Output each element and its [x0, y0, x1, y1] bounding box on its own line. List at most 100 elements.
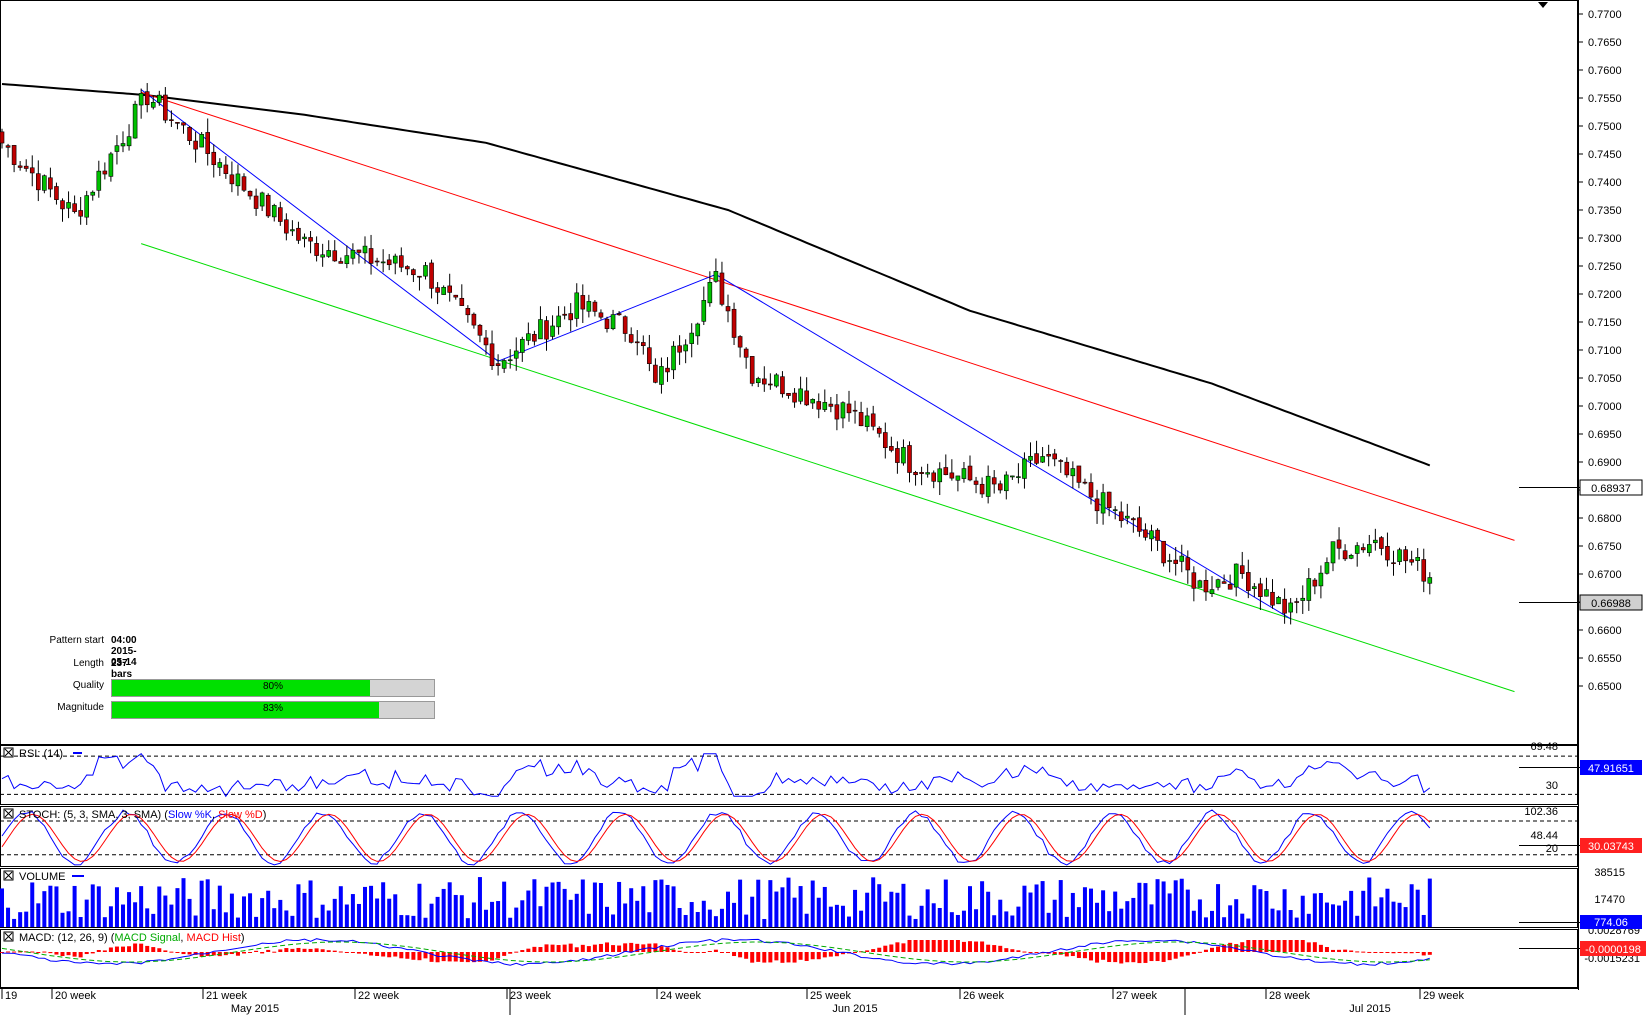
- candle-body: [1324, 562, 1330, 574]
- candle-body: [169, 119, 174, 121]
- price-tick-label: 0.7550: [1588, 93, 1622, 105]
- volume-bar: [1082, 887, 1087, 927]
- pattern-start-value: 04:00 2015-05-14: [111, 635, 137, 668]
- macd-hist-bar: [1349, 950, 1354, 952]
- macd-hist-bar: [90, 952, 95, 954]
- volume-bar: [986, 891, 991, 927]
- macd-hist-bar: [326, 950, 331, 952]
- macd-hist-bar: [937, 940, 942, 952]
- volume-bar: [121, 904, 125, 927]
- macd-hist-bar: [1101, 952, 1106, 960]
- volume-bar: [90, 884, 95, 927]
- volume-bar: [937, 907, 942, 927]
- candle-body: [1064, 461, 1070, 476]
- volume-bar: [272, 908, 277, 927]
- candle-body: [320, 254, 325, 258]
- candle-body: [1312, 579, 1318, 587]
- candle-body: [1003, 474, 1009, 492]
- candle-body: [54, 186, 59, 200]
- volume-bar: [913, 918, 918, 927]
- candle-body: [181, 122, 186, 126]
- volume-bar: [350, 894, 355, 927]
- candle-body: [1354, 545, 1360, 554]
- macd-hist-bar: [381, 952, 386, 957]
- candle-body: [640, 342, 646, 347]
- volume-bar: [381, 882, 386, 927]
- volume-bar: [1197, 899, 1202, 927]
- candle-body: [23, 165, 29, 169]
- candle-body: [997, 483, 1003, 491]
- macd-current-text: -0.0000198: [1585, 944, 1641, 956]
- macd-hist-bar: [635, 943, 640, 952]
- macd-hist-bar: [1306, 942, 1311, 952]
- macd-hist-bar: [72, 952, 77, 957]
- quality-value: 80%: [262, 681, 283, 692]
- scroll-marker-icon[interactable]: [1538, 2, 1548, 8]
- candle-body: [1088, 482, 1094, 498]
- macd-hist-bar: [974, 941, 979, 952]
- price-tick-label: 0.7300: [1588, 233, 1622, 245]
- macd-hist-bar: [780, 952, 785, 963]
- volume-bar: [1349, 890, 1354, 927]
- macd-hist-bar: [804, 952, 809, 961]
- zigzag-line: [140, 89, 1291, 620]
- candle-body: [453, 294, 459, 298]
- week-label: 27 week: [1116, 990, 1157, 1002]
- candle-body: [35, 173, 41, 191]
- macd-hist-bar: [1240, 942, 1245, 952]
- candle-body: [1227, 584, 1233, 590]
- volume-bar: [417, 883, 422, 927]
- volume-bar: [12, 918, 17, 927]
- volume-bar: [1240, 913, 1245, 927]
- macd-hist-bar: [1264, 940, 1269, 952]
- candle-body: [834, 404, 840, 420]
- candle-body: [967, 465, 973, 481]
- candle-body: [1203, 580, 1209, 593]
- pattern-length-label: Length: [73, 658, 104, 669]
- macd-hist-bar: [272, 951, 277, 953]
- volume-bar: [1337, 905, 1342, 927]
- candle-body: [229, 174, 235, 185]
- candle-body: [362, 245, 368, 254]
- magnitude-value: 83%: [262, 703, 283, 714]
- macd-hist-bar: [719, 952, 724, 953]
- candle-body: [350, 249, 356, 259]
- macd-hist-bar: [12, 951, 17, 953]
- macd-hist-bar: [961, 941, 966, 952]
- volume-bar: [719, 908, 724, 927]
- week-label: 20 week: [55, 990, 96, 1002]
- macd-hist-bar: [1028, 952, 1033, 953]
- candle-body: [114, 145, 120, 152]
- candle-body: [29, 167, 35, 174]
- volume-bar: [78, 917, 83, 927]
- candle-body: [102, 170, 108, 175]
- candle-body: [1106, 491, 1112, 508]
- price-tick-label: 0.6800: [1588, 513, 1622, 525]
- macd-hist-bar: [1403, 952, 1408, 954]
- macd-hist-bar: [955, 940, 960, 952]
- svg-text:MACD: (12, 26, 9) (MACD: MACD: (12, 26, 9) (MACD Signal, MACD His…: [19, 932, 245, 944]
- macd-hist-bar: [102, 950, 107, 952]
- macd-hist-bar: [750, 952, 755, 963]
- candle-body: [713, 271, 719, 282]
- candle-body: [1336, 539, 1342, 549]
- volume-bar: [471, 902, 476, 927]
- macd-hist-bar: [163, 950, 168, 952]
- quality-bar: 80%: [111, 679, 435, 697]
- candle-body: [1167, 560, 1172, 562]
- macd-hist-bar: [744, 952, 749, 959]
- volume-bar: [532, 879, 537, 927]
- volume-bar: [635, 900, 640, 927]
- volume-bar: [332, 898, 337, 927]
- macd-hist-bar: [1391, 952, 1396, 954]
- volume-bar: [356, 903, 361, 927]
- candle-body: [1112, 509, 1118, 511]
- macd-hist-bar: [1119, 952, 1124, 964]
- candle-body: [1197, 580, 1203, 588]
- candle-body: [96, 170, 102, 191]
- price-tick-label: 0.7450: [1588, 149, 1622, 161]
- macd-hist-bar: [496, 952, 501, 959]
- candle-body: [1367, 544, 1372, 553]
- volume-bar: [157, 886, 162, 927]
- macd-hist-bar: [1010, 949, 1015, 952]
